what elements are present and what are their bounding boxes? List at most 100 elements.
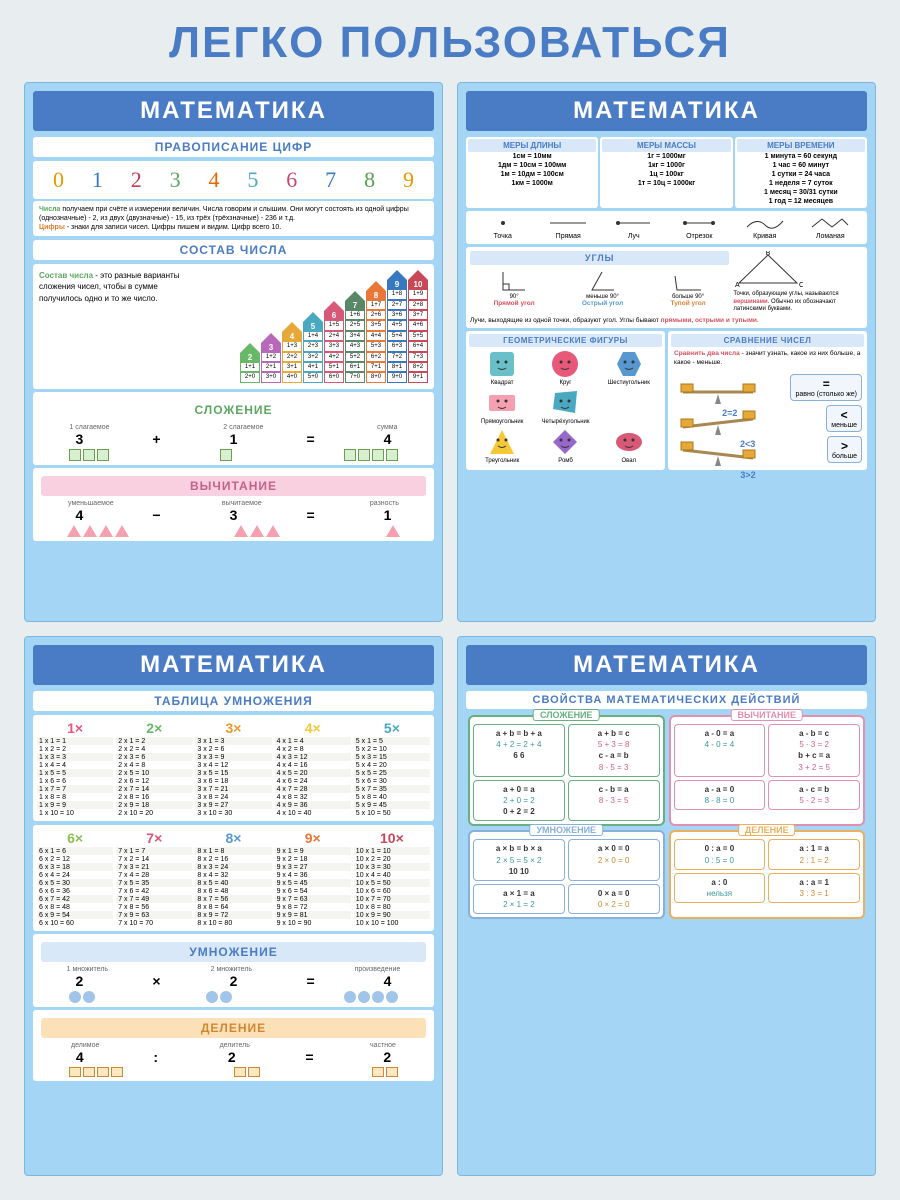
angle-type: больше 90°Тупой угол: [670, 268, 705, 307]
mult-col-10: 10×10 x 1 = 1010 x 2 = 2010 x 3 = 3010 x…: [354, 829, 430, 927]
prop-cell: a - 0 = a4 - 0 = 4: [674, 724, 766, 777]
division-panel: ДЕЛЕНИЕ делимоеделительчастное 4:2=2: [33, 1010, 434, 1081]
mult-col-6: 6×6 x 1 = 66 x 2 = 126 x 3 = 186 x 4 = 2…: [37, 829, 113, 927]
houses: 21+12+031+22+13+041+32+23+14+051+42+33+2…: [201, 270, 428, 383]
prop-cell: a + 0 = a2 + 0 = 20 + 2 = 2: [473, 780, 565, 822]
prop-cell: a - a = 08 - 8 = 0: [674, 780, 766, 810]
addition-title: СЛОЖЕНИЕ: [41, 400, 426, 420]
poster-grid: МАТЕМАТИКА ПРАВОПИСАНИЕ ЦИФР 0123456789 …: [0, 82, 900, 1200]
prop-box-УМНОЖЕНИЕ: УМНОЖЕНИЕa × b = b × a2 × 5 = 5 × 210 10…: [468, 830, 665, 919]
prop-cell: a × 1 = a2 × 1 = 2: [473, 884, 565, 914]
angles-title: УГЛЫ: [470, 251, 729, 265]
prop-cell: a + b = c5 + 3 = 8c - a = b8 - 5 = 3: [568, 724, 660, 777]
comparison-row: 2<3<меньше: [673, 405, 862, 432]
digit-3: 3: [170, 167, 181, 193]
mult-col-8: 8×8 x 1 = 88 x 2 = 168 x 3 = 248 x 4 = 3…: [195, 829, 271, 927]
prop-box-СЛОЖЕНИЕ: СЛОЖЕНИЕa + b = b + a4 + 2 = 2 + 46 6a +…: [468, 715, 665, 826]
poster-2-header: МАТЕМАТИКА: [466, 91, 867, 131]
house-8: 81+72+63+54+45+36+27+18+0: [366, 281, 386, 383]
multiplication-panel: УМНОЖЕНИЕ 1 множитель2 множительпроизвед…: [33, 934, 434, 1007]
shape-item: Квадрат: [472, 350, 532, 386]
shape-item: Треугольник: [472, 428, 532, 464]
svg-text:B: B: [766, 251, 771, 257]
prop-cell: a + b = b + a4 + 2 = 2 + 46 6: [473, 724, 565, 777]
mult-col-5: 5×5 x 1 = 55 x 2 = 105 x 3 = 155 x 4 = 2…: [354, 719, 430, 817]
comparison-row: 2=2=равно (столько же): [673, 374, 862, 401]
shapes-title: ГЕОМЕТРИЧЕСКИЕ ФИГУРЫ: [469, 334, 662, 347]
mult-col-9: 9×9 x 1 = 99 x 2 = 189 x 3 = 279 x 4 = 3…: [275, 829, 351, 927]
geo-Ломаная: Ломаная: [810, 215, 850, 240]
shape-item: Ромб: [535, 428, 595, 464]
triangle-diagram-icon: B A C: [733, 251, 803, 287]
mult-col-3: 3×3 x 1 = 33 x 2 = 63 x 3 = 93 x 4 = 123…: [195, 719, 271, 817]
division-title: ДЕЛЕНИЕ: [41, 1018, 426, 1038]
angle-type: меньше 90°Острый угол: [582, 268, 623, 307]
poster-2: МАТЕМАТИКА МЕРЫ ДЛИНЫ1см = 10мм1дм = 10с…: [457, 82, 876, 622]
mult-col-1: 1×1 x 1 = 11 x 2 = 21 x 3 = 31 x 4 = 41 …: [37, 719, 113, 817]
subtraction-title: ВЫЧИТАНИЕ: [41, 476, 426, 496]
shape-item: Четырёхугольник: [535, 389, 595, 425]
addition-panel: СЛОЖЕНИЕ 1 слагаемое2 слагаемоесумма 3+1…: [33, 392, 434, 465]
comparison-panel: СРАВНЕНИЕ ЧИСЕЛ Сравнить два числа - зна…: [668, 331, 867, 470]
shape-item: Круг: [535, 350, 595, 386]
poster-3-header: МАТЕМАТИКА: [33, 645, 434, 685]
properties-grid: СЛОЖЕНИЕa + b = b + a4 + 2 = 2 + 46 6a +…: [466, 713, 867, 921]
houses-panel: Состав числа - это разные варианты сложе…: [33, 264, 434, 389]
poster-1: МАТЕМАТИКА ПРАВОПИСАНИЕ ЦИФР 0123456789 …: [24, 82, 443, 622]
p1-s2-title: СОСТАВ ЧИСЛА: [33, 240, 434, 260]
angles-panel: УГЛЫ 90°Прямой угол меньше 90°Острый угол…: [466, 247, 867, 328]
house-5: 51+42+33+24+15+0: [303, 312, 323, 383]
poster-4: МАТЕМАТИКА СВОЙСТВА МАТЕМАТИЧЕСКИХ ДЕЙСТ…: [457, 636, 876, 1176]
geo-primitives-row: Точка Прямая Луч Отрезок Кривая Ломаная: [466, 211, 867, 244]
svg-text:A: A: [735, 282, 740, 287]
prop-cell: 0 : a = 00 : 5 = 0: [674, 839, 766, 869]
prop-cell: c - b = a8 - 3 = 5: [568, 780, 660, 822]
digits-explain: Числа получаем при счёте и измерении вел…: [33, 201, 434, 236]
shapes-panel: ГЕОМЕТРИЧЕСКИЕ ФИГУРЫ КвадратКругШестиуг…: [466, 331, 665, 470]
house-3: 31+22+13+0: [261, 333, 281, 383]
digit-2: 2: [131, 167, 142, 193]
subtraction-panel: ВЫЧИТАНИЕ уменьшаемоевычитаемоеразность …: [33, 468, 434, 541]
prop-cell: a : a = 13 : 3 = 1: [768, 873, 860, 903]
properties-title: СВОЙСТВА МАТЕМАТИЧЕСКИХ ДЕЙСТВИЙ: [466, 691, 867, 709]
main-title: ЛЕГКО ПОЛЬЗОВАТЬСЯ: [0, 0, 900, 82]
digits-row: 0123456789: [33, 161, 434, 199]
poster-4-header: МАТЕМАТИКА: [466, 645, 867, 685]
digit-6: 6: [286, 167, 297, 193]
house-9: 91+82+73+64+55+46+37+28+19+0: [387, 270, 407, 383]
digit-9: 9: [403, 167, 414, 193]
compose-text: Состав числа - это разные варианты сложе…: [39, 270, 195, 383]
geo-Кривая: Кривая: [745, 215, 785, 240]
digit-4: 4: [209, 167, 220, 193]
poster-3: МАТЕМАТИКА ТАБЛИЦА УМНОЖЕНИЯ 1×1 x 1 = 1…: [24, 636, 443, 1176]
house-4: 41+32+23+14+0: [282, 322, 302, 383]
measure-col: МЕРЫ ДЛИНЫ1см = 10мм1дм = 10см = 100мм1м…: [466, 137, 598, 208]
angle-type: 90°Прямой угол: [494, 268, 535, 307]
shape-item: [599, 389, 659, 425]
multiplication-title: УМНОЖЕНИЕ: [41, 942, 426, 962]
p1-s1-title: ПРАВОПИСАНИЕ ЦИФР: [33, 137, 434, 157]
geo-Луч: Луч: [614, 215, 654, 240]
svg-text:C: C: [799, 282, 803, 287]
geo-Отрезок: Отрезок: [679, 215, 719, 240]
geo-Точка: Точка: [483, 215, 523, 240]
mult-col-7: 7×7 x 1 = 77 x 2 = 147 x 3 = 217 x 4 = 2…: [116, 829, 192, 927]
digit-7: 7: [325, 167, 336, 193]
geo-Прямая: Прямая: [548, 215, 588, 240]
prop-box-ДЕЛЕНИЕ: ДЕЛЕНИЕ0 : a = 00 : 5 = 0a : 1 = a2 : 1 …: [669, 830, 866, 919]
mult-col-4: 4×4 x 1 = 44 x 2 = 84 x 3 = 124 x 4 = 16…: [275, 719, 351, 817]
prop-cell: a × b = b × a2 × 5 = 5 × 210 10: [473, 839, 565, 881]
prop-cell: a - b = c5 - 3 = 2b + c = a3 + 2 = 5: [768, 724, 860, 777]
shape-item: Овал: [599, 428, 659, 464]
prop-cell: a × 0 = 02 × 0 = 0: [568, 839, 660, 881]
prop-cell: 0 × a = 00 × 2 = 0: [568, 884, 660, 914]
digit-1: 1: [92, 167, 103, 193]
comparison-row: 3>2>больше: [673, 436, 862, 463]
house-2: 21+12+0: [240, 343, 260, 383]
digit-8: 8: [364, 167, 375, 193]
prop-cell: a : 0нельзя: [674, 873, 766, 903]
measure-col: МЕРЫ МАССЫ1г = 1000мг1кг = 1000г1ц = 100…: [600, 137, 732, 208]
measure-col: МЕРЫ ВРЕМЕНИ1 минута = 60 секунд1 час = …: [735, 137, 867, 208]
shape-item: Прямоугольник: [472, 389, 532, 425]
comparison-title: СРАВНЕНИЕ ЧИСЕЛ: [671, 334, 864, 347]
